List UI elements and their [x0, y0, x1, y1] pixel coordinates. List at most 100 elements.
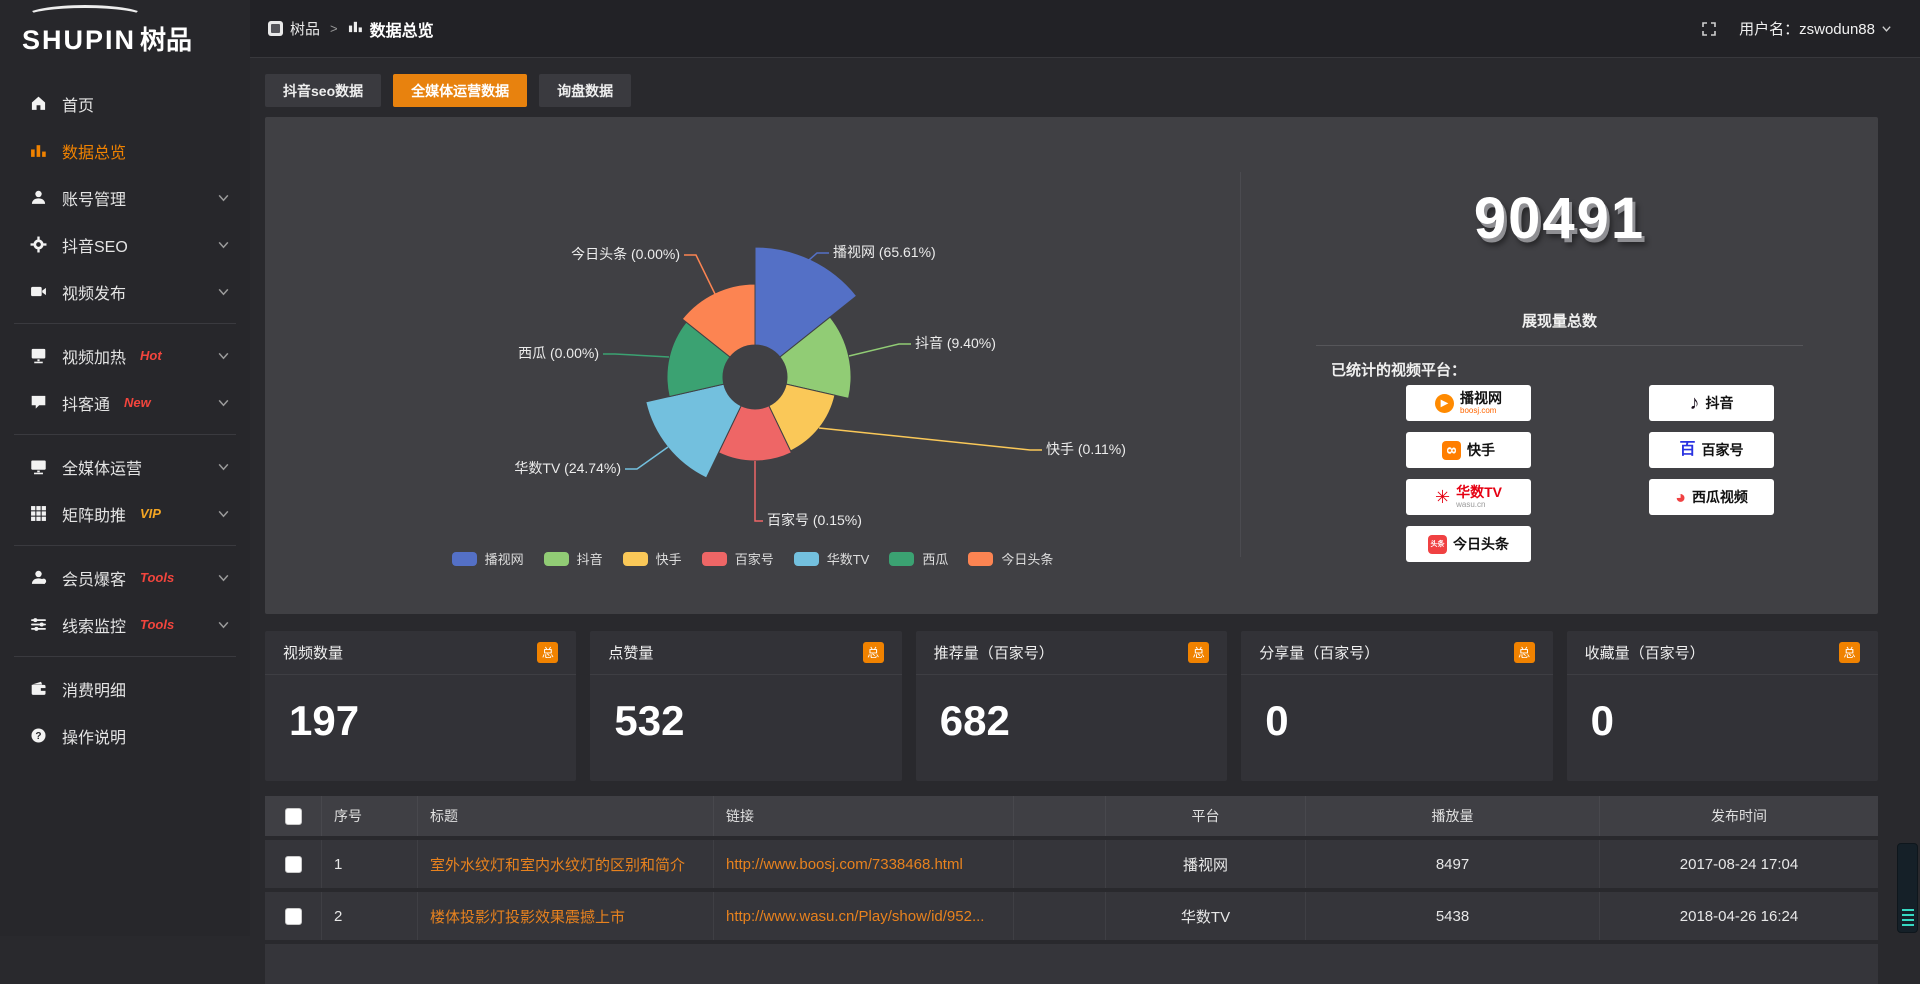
sidebar-item-video-heat[interactable]: 视频加热 Hot — [0, 332, 250, 379]
breadcrumb-separator: > — [330, 21, 338, 36]
wasu-icon: ✳ — [1435, 488, 1450, 506]
app-square-icon — [268, 21, 283, 36]
sidebar-item-account-manage[interactable]: 账号管理 — [0, 174, 250, 221]
sidebar-item-douketong[interactable]: 抖客通 New — [0, 379, 250, 426]
stat-card-value: 197 — [265, 675, 576, 745]
total-badge: 总 — [863, 642, 884, 663]
pie-label-6: 今日头条 (0.00%) — [571, 246, 680, 262]
tab-inquiry-data[interactable]: 询盘数据 — [539, 74, 631, 107]
chevron-down-icon — [217, 618, 230, 631]
cell-title-link[interactable]: 室外水纹灯和室内水纹灯的区别和简介 — [417, 840, 713, 888]
chevron-down-icon — [217, 349, 230, 362]
col-plays: 播放量 — [1305, 796, 1599, 836]
chart-legend: 播视网 抖音 快手 百家号 华数TV 西瓜 今日头条 — [265, 549, 1240, 568]
sidebar-item-consume-detail[interactable]: 消费明细 — [0, 665, 250, 712]
row-checkbox[interactable] — [285, 908, 302, 925]
sidebar-item-home[interactable]: 首页 — [0, 80, 250, 127]
sidebar-item-douyin-seo[interactable]: 抖音SEO — [0, 221, 250, 268]
stat-card-label: 分享量（百家号） — [1259, 642, 1379, 663]
main-content: 抖音seo数据全媒体运营数据询盘数据 播视网 (65.61%)抖音 (9.40%… — [250, 58, 1920, 936]
sidebar-item-matrix-boost[interactable]: 矩阵助推 VIP — [0, 490, 250, 537]
chevron-down-icon — [1881, 23, 1892, 34]
topbar: 树品 > 数据总览 用户名：zswodun88 — [250, 0, 1920, 58]
cell-platform: 华数TV — [1105, 892, 1305, 940]
sidebar-item-clue-monitor[interactable]: 线索监控 Tools — [0, 601, 250, 648]
wallet-icon — [30, 680, 47, 697]
row-checkbox[interactable] — [285, 856, 302, 873]
platform-badge-抖音: ♪抖音 — [1649, 385, 1774, 421]
screen-icon — [30, 347, 47, 364]
stat-card-label: 点赞量 — [608, 642, 653, 663]
toutiao-icon: 头条 — [1428, 535, 1447, 554]
tab-douyin-seo-data[interactable]: 抖音seo数据 — [265, 74, 381, 107]
user-menu[interactable]: 用户名：zswodun88 — [1739, 18, 1892, 39]
legend-item-1[interactable]: 抖音 — [544, 549, 603, 568]
sidebar-item-media-operation[interactable]: 全媒体运营 — [0, 443, 250, 490]
col-platform: 平台 — [1105, 796, 1305, 836]
sidebar-item-data-overview[interactable]: 数据总览 — [0, 127, 250, 174]
overview-panel: 播视网 (65.61%)抖音 (9.40%)快手 (0.11%)百家号 (0.1… — [265, 117, 1878, 614]
legend-item-2[interactable]: 快手 — [623, 549, 682, 568]
svg-text:?: ? — [35, 731, 41, 742]
gear-icon — [30, 236, 47, 253]
breadcrumb: 树品 > 数据总览 — [268, 17, 434, 41]
chevron-down-icon — [217, 285, 230, 298]
sidebar-menu: 首页 数据总览 账号管理 抖音SEO 视频发布 视频加热 Hot 抖客通 New… — [0, 64, 250, 759]
cell-plays: 5438 — [1305, 892, 1599, 940]
total-badge: 总 — [1188, 642, 1209, 663]
summary-divider — [1316, 345, 1803, 346]
stat-card-2: 推荐量（百家号） 总 682 — [916, 631, 1227, 781]
logo-text-cn: 树品 — [140, 25, 192, 55]
platforms-title: 已统计的视频平台： — [1331, 359, 1466, 380]
legend-item-4[interactable]: 华数TV — [794, 549, 870, 568]
tab-media-operation-data[interactable]: 全媒体运营数据 — [393, 74, 527, 107]
cell-url-link[interactable]: http://www.wasu.cn/Play/show/id/952... — [713, 892, 1013, 940]
video-icon — [30, 283, 47, 300]
floating-widget[interactable] — [1897, 843, 1918, 933]
breadcrumb-page[interactable]: 数据总览 — [348, 17, 434, 41]
chevron-down-icon — [217, 396, 230, 409]
grid-icon — [30, 505, 47, 522]
pie-label-0: 播视网 (65.61%) — [833, 244, 936, 260]
xigua-icon: ◕ — [1675, 488, 1686, 506]
platform-share-chart: 播视网 (65.61%)抖音 (9.40%)快手 (0.11%)百家号 (0.1… — [265, 117, 1240, 614]
cell-url-link[interactable]: http://www.boosj.com/7338468.html — [713, 840, 1013, 888]
data-tabs: 抖音seo数据全媒体运营数据询盘数据 — [265, 74, 1878, 107]
label-line-4 — [625, 447, 668, 469]
breadcrumb-app[interactable]: 树品 — [268, 18, 320, 39]
cell-plays: 8497 — [1305, 840, 1599, 888]
sidebar-item-member-baoke[interactable]: 会员爆客 Tools — [0, 554, 250, 601]
col-link: 链接 — [713, 796, 1013, 836]
chevron-down-icon — [217, 571, 230, 584]
col-time: 发布时间 — [1599, 796, 1878, 836]
legend-item-6[interactable]: 今日头条 — [968, 549, 1053, 568]
pie-slice-4[interactable]: 华数TV (24.74%) — [646, 384, 741, 478]
chevron-down-icon — [217, 191, 230, 204]
menu-divider — [14, 656, 236, 657]
question-icon: ? — [30, 727, 47, 744]
pie-label-3: 百家号 (0.15%) — [767, 512, 862, 528]
cell-title-link[interactable]: 楼体投影灯投影效果震撼上市 — [417, 892, 713, 940]
legend-swatch — [623, 552, 648, 566]
fullscreen-icon[interactable] — [1701, 21, 1717, 37]
select-all-checkbox[interactable] — [285, 808, 302, 825]
platform-badge-今日头条: 头条今日头条 — [1406, 526, 1531, 562]
legend-item-0[interactable]: 播视网 — [452, 549, 524, 568]
legend-item-3[interactable]: 百家号 — [702, 549, 774, 568]
sidebar-item-help[interactable]: ? 操作说明 — [0, 712, 250, 759]
cell-platform: 播视网 — [1105, 840, 1305, 888]
legend-item-5[interactable]: 西瓜 — [889, 549, 948, 568]
total-badge: 总 — [1514, 642, 1535, 663]
stat-card-label: 视频数量 — [283, 642, 343, 663]
sidebar-item-video-publish[interactable]: 视频发布 — [0, 268, 250, 315]
stat-card-value: 682 — [916, 675, 1227, 745]
legend-swatch — [452, 552, 477, 566]
chevron-down-icon — [217, 507, 230, 520]
stat-cards: 视频数量 总 197 点赞量 总 532 推荐量（百家号） 总 682 分享量（… — [265, 631, 1878, 781]
total-badge: 总 — [1839, 642, 1860, 663]
